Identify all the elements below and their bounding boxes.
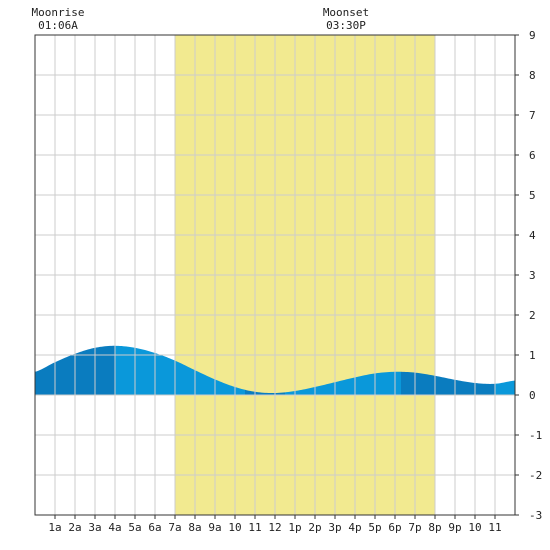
y-tick-label: 2 [529,309,536,322]
x-tick-label: 9a [208,521,221,534]
x-tick-label: 7p [408,521,421,534]
y-tick-label: 4 [529,229,536,242]
x-tick-label: 2p [308,521,321,534]
x-tick-label: 10 [228,521,241,534]
x-tick-label: 11 [488,521,501,534]
label-layer: 1a 2a 3a 4a 5a 6a 7a 8a 9a 10 11 12 1p 2p 3p 4p 5p 6p 7p 8p… [32,6,543,534]
x-tick-label: 10 [468,521,481,534]
y-tick-label: 9 [529,29,536,42]
x-tick-label: 4a [108,521,121,534]
x-tick-label: 2a [68,521,81,534]
y-tick-label: 1 [529,349,536,362]
x-tick-label: 5p [368,521,381,534]
x-tick-label: 8p [428,521,441,534]
moonrise-label: Moonrise [32,6,85,19]
x-tick-label: 8a [188,521,201,534]
x-tick-label: 9p [448,521,461,534]
x-tick-label: 11 [248,521,261,534]
tide-area-segment [285,371,401,395]
moonset-time: 03:30P [326,19,366,32]
grid-layer [35,34,515,516]
x-tick-label: 12 [268,521,281,534]
y-tick-label: -3 [529,509,542,522]
x-tick-label: 4p [348,521,361,534]
tide-area-segment [495,380,515,395]
moonrise-time: 01:06A [38,19,78,32]
y-tick-label: -1 [529,429,542,442]
y-tick-label: 3 [529,269,536,282]
tide-area-segment [115,345,245,395]
moonset-label: Moonset [323,6,369,19]
x-tick-label: 3p [328,521,341,534]
y-tick-label: 8 [529,69,536,82]
tide-area-segment [401,371,495,395]
axis-layer [34,34,519,519]
y-tick-label: -2 [529,469,542,482]
x-tick-label: 5a [128,521,141,534]
x-tick-label: 7a [168,521,181,534]
y-tick-label: 0 [529,389,536,402]
x-tick-label: 1p [288,521,301,534]
x-tick-label: 6p [388,521,401,534]
x-tick-label: 1a [48,521,61,534]
x-tick-label: 6a [148,521,161,534]
y-tick-label: 5 [529,189,536,202]
y-tick-label: 7 [529,109,536,122]
y-tick-label: 6 [529,149,536,162]
x-tick-label: 3a [88,521,101,534]
